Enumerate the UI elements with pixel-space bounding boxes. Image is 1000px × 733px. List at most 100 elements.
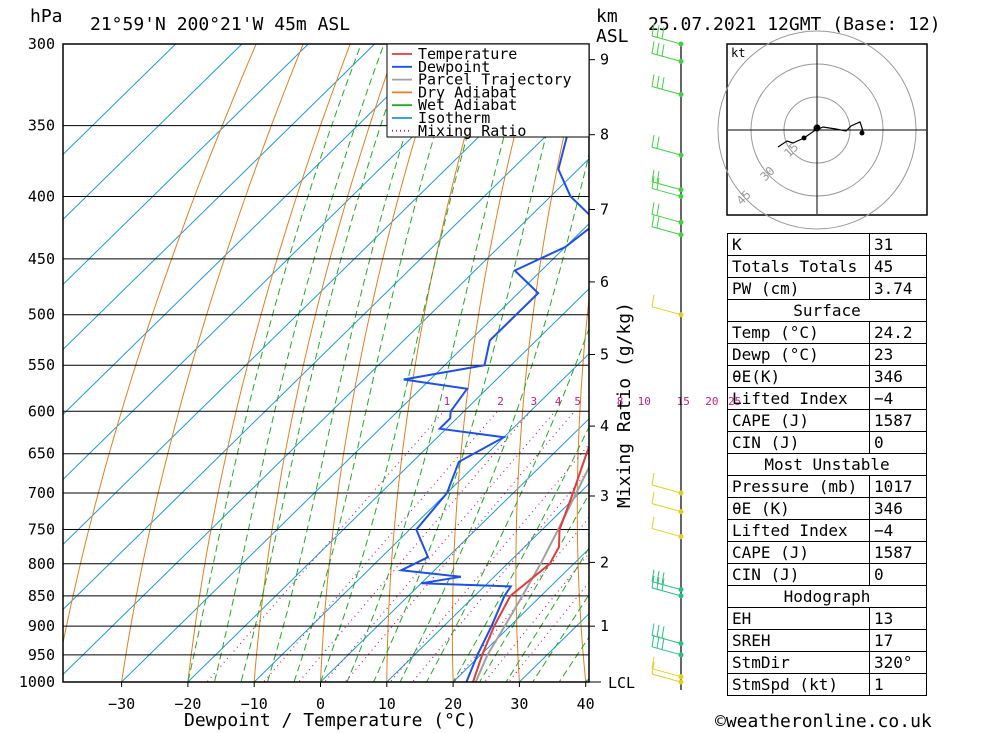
stat-mu-pressure-label: Pressure (mb)	[727, 475, 870, 498]
mixing-ratio-label: 2	[497, 395, 504, 408]
mixing-ratio-line	[507, 581, 589, 682]
wind-barb-flag	[651, 135, 655, 148]
wind-barb-flag	[661, 77, 665, 90]
temperature-axis-labels: −30 −20 −10 0 10 20 30 40	[108, 682, 595, 713]
datetime-title: 25.07.2021 12GMT (Base: 12)	[648, 14, 941, 35]
km-tick-label: 6	[600, 273, 609, 291]
most-unstable-section-title: Most Unstable	[727, 453, 927, 476]
hodograph-unit-label: kt	[731, 46, 745, 60]
km-tick-label: 1	[600, 617, 609, 635]
stat-mu-cape-value: 1587	[869, 541, 927, 564]
dry-adiabat-line	[319, 44, 445, 682]
isotherm-line	[120, 223, 589, 682]
mixing-ratio-line	[206, 410, 445, 682]
x-tick-label: 10	[378, 695, 396, 713]
wind-barb-flag	[651, 169, 655, 182]
dry-adiabat-line	[694, 26, 729, 708]
stat-eh-value: 13	[869, 607, 927, 630]
wind-barb-flag	[661, 626, 665, 639]
stat-k-value: 31	[869, 233, 927, 256]
stat-pw-value: 3.74	[869, 277, 927, 300]
dry-adiabat-line	[121, 44, 304, 682]
isotherm-line	[63, 44, 376, 351]
stat-stmdir-label: StmDir	[727, 651, 870, 674]
wind-barb-staff	[651, 581, 682, 591]
x-axis-title: Dewpoint / Temperature (°C)	[184, 710, 477, 731]
wind-barb-staff	[651, 668, 682, 678]
pressure-tick-label: 400	[28, 187, 55, 205]
wind-barb-flag	[656, 570, 660, 584]
mixing-ratio-label: 3	[530, 395, 537, 408]
stat-mu-cape-label: CAPE (J)	[727, 541, 870, 564]
wind-barb-flag	[656, 216, 660, 229]
mixing-ratio-label: 1	[444, 395, 451, 408]
stat-mu-cin-label: CIN (J)	[727, 563, 870, 586]
mixing-ratio-line	[344, 410, 575, 682]
legend-label: Temperature	[418, 45, 517, 63]
wind-barb-staff	[651, 181, 682, 191]
wet-adiabat-line	[479, 493, 589, 682]
height-axis-labels: 1 2 3 4 5 6 7 8 9 LCL	[589, 51, 635, 692]
wind-barb-flag	[651, 569, 655, 582]
mixing-ratio-line	[262, 410, 498, 682]
stat-mu-cin-value: 0	[869, 563, 927, 586]
stat-temp-value: 24.2	[869, 321, 927, 344]
stats-panel: K 31 Totals Totals 45 PW (cm) 3.74 Surface …	[727, 233, 927, 696]
x-tick-label: 30	[510, 695, 528, 713]
wind-barb-staff	[651, 646, 682, 656]
isotherm-line	[63, 44, 309, 286]
isotherm-line	[187, 288, 589, 682]
wind-barb-flag	[651, 41, 655, 54]
stat-thetae-value: 346	[869, 365, 927, 388]
wind-barb-staff	[651, 213, 682, 223]
legend-label: Parcel Trajectory	[418, 71, 572, 89]
dry-adiabat-line	[515, 44, 586, 682]
stat-k-label: K	[727, 233, 870, 256]
stat-cin-value: 0	[869, 431, 927, 454]
dry-adiabat-line	[576, 295, 589, 682]
legend-label: Isotherm	[418, 109, 490, 127]
parcel-trajectory-line	[474, 465, 589, 682]
wet-adiabat-line	[532, 593, 589, 682]
legend-label: Dry Adiabat	[418, 83, 517, 101]
wind-barb-flag	[656, 42, 660, 55]
wet-adiabat-line	[187, 44, 362, 682]
wind-barb-flag	[656, 75, 660, 88]
lcl-label: LCL	[608, 674, 635, 692]
stat-mu-thetae-label: θE (K)	[727, 497, 870, 520]
mixing-ratio-label: 10	[638, 395, 651, 408]
stat-temp-label: Temp (°C)	[727, 321, 870, 344]
wind-barb-flag	[651, 214, 655, 227]
hodograph-point	[801, 135, 807, 141]
mixing-ratio-label: 4	[555, 395, 562, 408]
pressure-tick-label: 500	[28, 306, 55, 324]
wind-barb-staff	[651, 146, 682, 156]
mixing-ratio-label: 15	[677, 395, 690, 408]
stat-mu-thetae-value: 346	[869, 497, 927, 520]
dry-adiabat-line	[959, 26, 1000, 708]
dry-adiabat-line	[253, 44, 398, 682]
wind-barb-flag	[661, 637, 665, 650]
stat-dewp-value: 23	[869, 343, 927, 366]
wet-adiabat-line	[505, 547, 589, 682]
mixing-ratio-lines	[206, 410, 589, 682]
wind-barb-staff	[651, 35, 682, 45]
copyright-link[interactable]: ©weatheronline.co.uk	[715, 711, 932, 732]
legend-label: Mixing Ratio	[418, 122, 526, 140]
pressure-unit-label: hPa	[30, 6, 63, 27]
wind-barb-staff	[651, 187, 682, 197]
wet-adiabat-lines	[187, 44, 589, 682]
wind-barb-flag	[651, 634, 655, 647]
wind-barb-flag	[651, 516, 655, 529]
wind-barb-flag	[651, 472, 655, 486]
dry-adiabat-line	[386, 44, 492, 682]
wet-adiabat-line	[346, 44, 530, 682]
stat-sreh-label: SREH	[727, 629, 870, 652]
stat-tt-value: 45	[869, 255, 927, 278]
wind-barb-staff	[651, 635, 682, 645]
wind-barb-flag	[661, 44, 665, 57]
wind-barb-staff	[651, 52, 682, 62]
stat-sreh-value: 17	[869, 629, 927, 652]
x-tick-label: −30	[108, 695, 135, 713]
